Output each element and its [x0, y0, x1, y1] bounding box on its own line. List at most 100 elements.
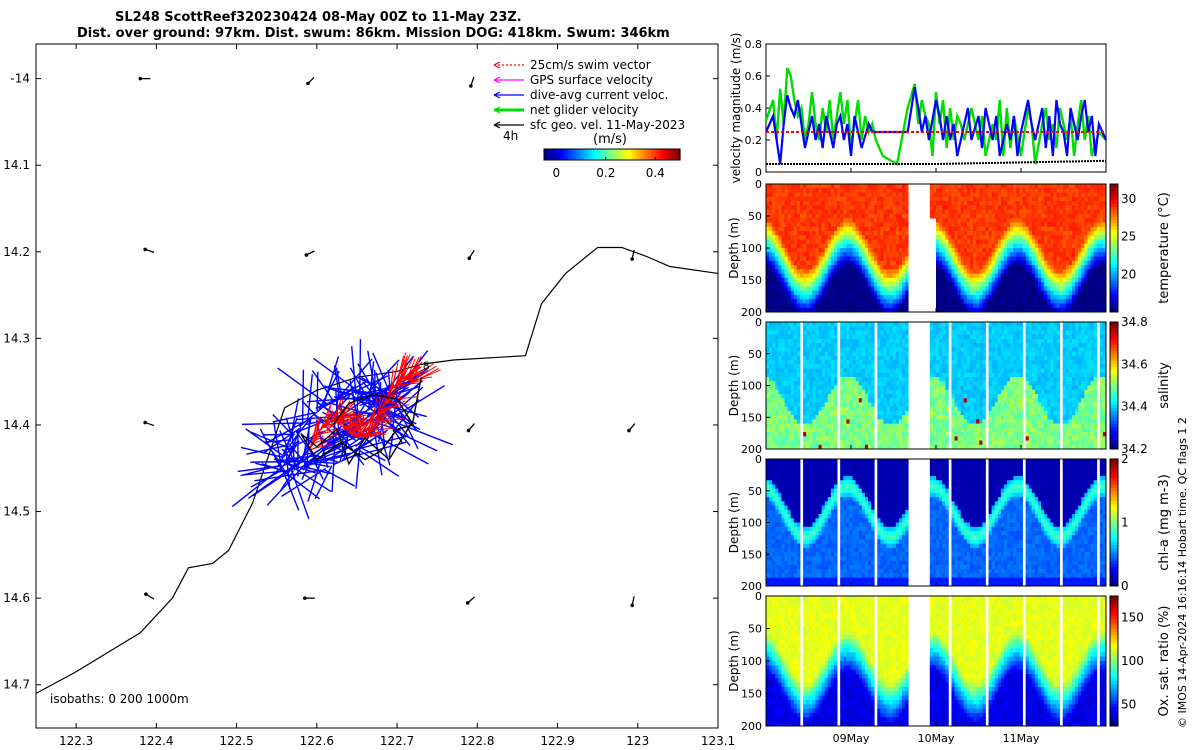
sal-cell — [864, 334, 869, 340]
map-x-tick-label: 122.7 — [380, 734, 414, 748]
temp-cell — [840, 184, 844, 189]
sal-cell — [902, 393, 906, 399]
sal-cell — [787, 423, 792, 429]
temp-cell — [895, 239, 900, 245]
temp-cell — [1056, 299, 1061, 304]
temp-cell — [1081, 243, 1085, 249]
temp-cell — [1065, 196, 1070, 202]
temp-cell — [948, 222, 952, 228]
temp-cell — [778, 260, 782, 266]
temp-cell — [1096, 230, 1101, 236]
sal-cell — [812, 364, 816, 369]
sal-cell — [834, 322, 838, 327]
geo-vector-head — [138, 76, 143, 81]
temp-cell — [1072, 226, 1076, 232]
temp-cell — [889, 294, 894, 300]
sal-cell — [846, 427, 850, 433]
temp-cell — [1081, 222, 1085, 228]
temp-cell — [861, 213, 866, 219]
temp-cell — [864, 273, 869, 279]
temp-cell — [855, 192, 860, 198]
temp-cell — [1059, 265, 1064, 270]
temp-cell — [970, 303, 974, 309]
temp-cell — [1078, 290, 1082, 296]
temp-cell — [902, 260, 906, 266]
temp-cell — [883, 235, 887, 240]
sal-cell — [787, 368, 792, 374]
temp-cell — [1016, 282, 1020, 287]
sal-cell — [905, 347, 909, 353]
sal-cell — [821, 385, 826, 391]
sal-cell — [821, 377, 826, 382]
sal-cell — [843, 364, 847, 369]
temp-cell — [1016, 269, 1020, 274]
sal-cell — [905, 385, 909, 391]
temp-cell — [880, 307, 884, 313]
temp-cell — [778, 294, 782, 300]
temp-cell — [886, 252, 891, 257]
temp-cell — [1047, 226, 1051, 232]
sal-cell — [861, 444, 866, 450]
sal-cell — [864, 440, 869, 446]
sal-cell — [824, 381, 829, 386]
sal-cell — [796, 415, 801, 420]
sal-cell — [883, 427, 887, 433]
temp-cell — [1072, 213, 1076, 219]
current-vector — [335, 367, 343, 398]
sal-cell — [864, 330, 869, 336]
legend-label: GPS surface velocity — [530, 73, 653, 87]
temp-cell — [970, 243, 974, 249]
sal-cell — [892, 338, 897, 344]
temp-cell — [1050, 184, 1054, 189]
temp-cell — [1007, 299, 1011, 304]
temp-cell — [855, 188, 860, 193]
temp-cell — [1050, 286, 1054, 292]
temp-cell — [818, 269, 823, 274]
temp-cell — [864, 235, 869, 240]
sal-cell — [787, 322, 792, 327]
sal-cell — [852, 343, 857, 348]
temp-cell — [784, 273, 789, 279]
sal-cell — [883, 398, 887, 403]
temp-cell — [1102, 196, 1107, 202]
temp-cell — [979, 269, 983, 274]
temp-cell — [1053, 239, 1057, 245]
temp-colorbar-cell — [1110, 209, 1118, 214]
temp-cell — [936, 184, 940, 189]
temp-cell — [837, 222, 841, 228]
temp-cell — [1081, 188, 1085, 193]
sal-cell — [769, 389, 773, 395]
temp-cell — [1081, 282, 1085, 287]
map-colorbar-cell — [662, 149, 665, 160]
sal-cell — [790, 427, 795, 433]
temp-cell — [1022, 239, 1027, 245]
temp-cell — [883, 290, 887, 296]
sal-cell — [815, 372, 819, 378]
temp-cell — [991, 192, 996, 198]
temp-cell — [787, 256, 792, 262]
temp-cell — [1031, 248, 1036, 253]
temp-cell — [861, 286, 866, 292]
temp-cell — [895, 277, 900, 283]
sal-cell — [840, 351, 844, 357]
map-colorbar-cell — [664, 149, 667, 160]
swim-vector — [318, 428, 338, 433]
sal-cell — [824, 444, 829, 450]
temp-cell — [1047, 260, 1051, 266]
temp-cell — [834, 188, 838, 193]
temp-cell — [1053, 196, 1057, 202]
temp-cell — [960, 282, 965, 287]
temp-cell — [861, 273, 866, 279]
temp-cell — [982, 252, 986, 257]
sal-cell — [775, 402, 779, 408]
sal-cell — [855, 330, 860, 336]
temp-cell — [951, 222, 955, 228]
temp-cell — [806, 269, 810, 274]
temp-cell — [796, 265, 801, 270]
temp-cell — [772, 307, 776, 313]
temp-cell — [960, 209, 965, 215]
temp-cell — [852, 230, 857, 236]
temp-cell — [1087, 184, 1091, 189]
temp-cell — [898, 252, 903, 257]
swim-vector — [381, 407, 392, 411]
